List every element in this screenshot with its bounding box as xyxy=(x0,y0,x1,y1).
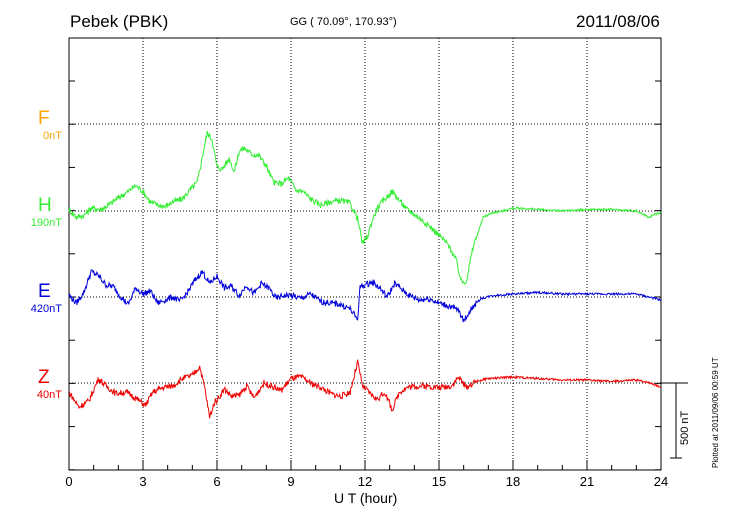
x-tick-label: 0 xyxy=(65,474,72,489)
h-baseline-label: 190nT xyxy=(30,217,62,229)
x-tick-label: 9 xyxy=(287,474,294,489)
h-component-trace xyxy=(68,131,662,285)
z-baseline-label: 40nT xyxy=(36,389,62,401)
e-component-trace xyxy=(68,269,662,323)
plot-frame xyxy=(68,37,662,471)
h-component-label: H xyxy=(38,195,52,216)
z-component-label: Z xyxy=(38,367,50,388)
x-tick-label: 21 xyxy=(580,474,594,489)
x-tick-label: 24 xyxy=(654,474,668,489)
x-tick-label: 3 xyxy=(139,474,146,489)
x-tick-label: 18 xyxy=(506,474,520,489)
f-baseline-label: 0nT xyxy=(43,130,62,142)
plot-date: 2011/08/06 xyxy=(576,12,660,31)
geographic-coordinates: GG ( 70.09°, 170.93°) xyxy=(290,16,397,28)
e-baseline-label: 420nT xyxy=(30,303,62,315)
z-component-trace xyxy=(68,359,662,419)
station-title: Pebek (PBK) xyxy=(70,12,169,31)
x-tick-label: 12 xyxy=(358,474,372,489)
e-component-label: E xyxy=(38,281,51,302)
x-tick-label: 15 xyxy=(432,474,446,489)
f-component-label: F xyxy=(38,108,50,129)
x-tick-label: 6 xyxy=(213,474,220,489)
x-axis-label: U T (hour) xyxy=(334,490,398,506)
